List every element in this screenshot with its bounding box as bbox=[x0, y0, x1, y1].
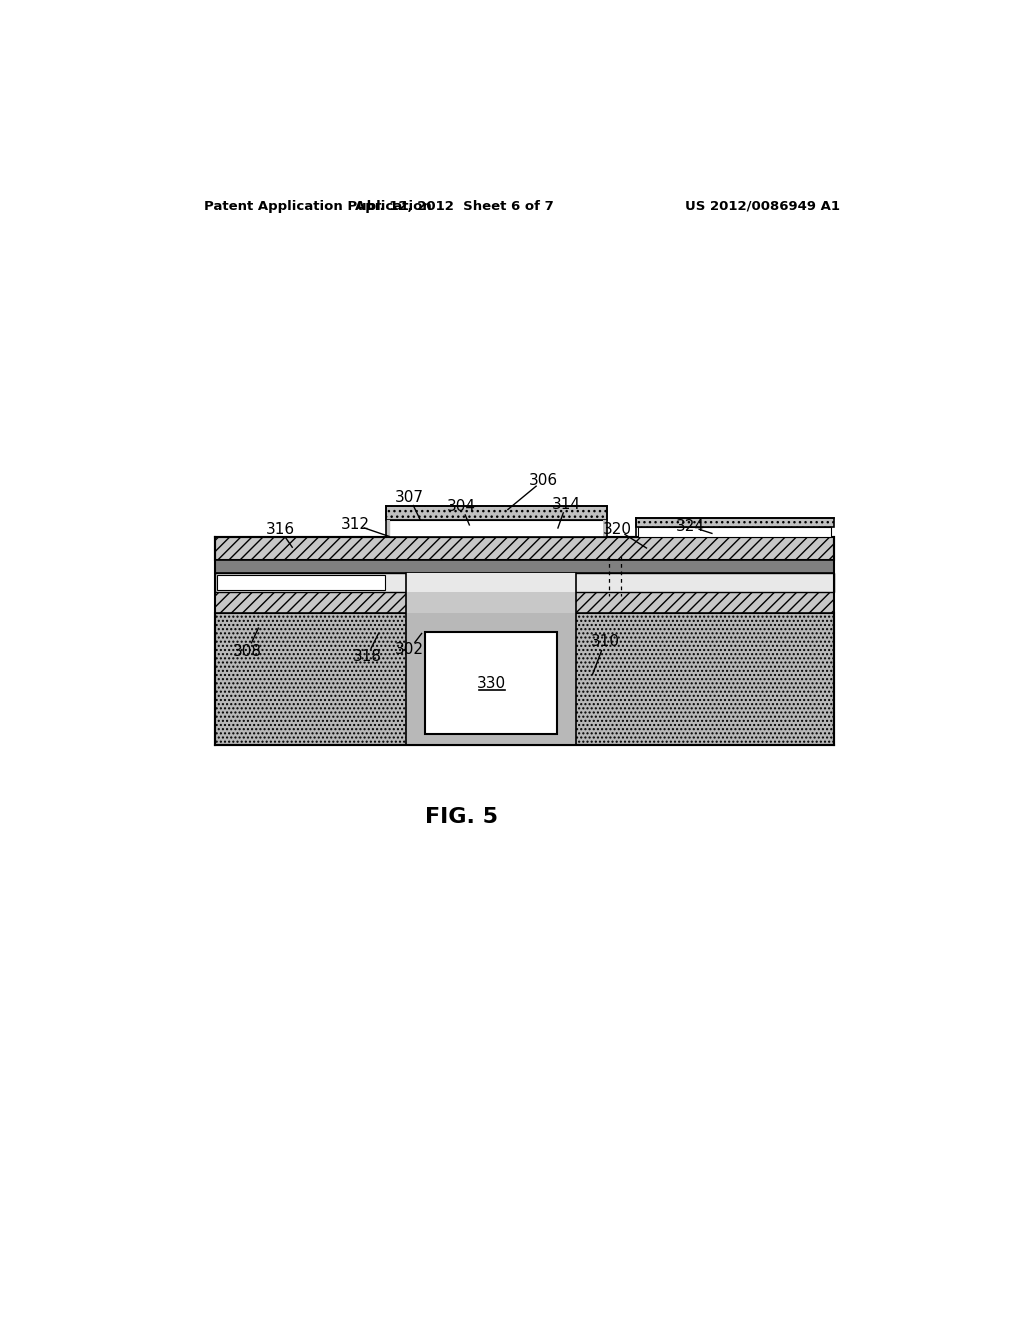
Bar bbox=[407, 591, 575, 614]
Bar bbox=[386, 507, 607, 520]
Text: 320: 320 bbox=[603, 521, 632, 537]
Bar bbox=[215, 591, 834, 614]
Text: 324: 324 bbox=[676, 519, 705, 535]
Text: Patent Application Publication: Patent Application Publication bbox=[204, 199, 431, 213]
Bar bbox=[636, 517, 834, 527]
Bar bbox=[215, 614, 834, 744]
Text: 302: 302 bbox=[395, 642, 424, 657]
Bar bbox=[215, 560, 834, 573]
Bar bbox=[215, 573, 834, 591]
Bar bbox=[603, 520, 607, 537]
Bar bbox=[217, 576, 385, 590]
Bar bbox=[407, 573, 575, 591]
Text: 312: 312 bbox=[341, 517, 370, 532]
Bar bbox=[407, 573, 575, 744]
Text: 316: 316 bbox=[265, 521, 295, 537]
Text: 307: 307 bbox=[395, 490, 424, 504]
Bar bbox=[386, 520, 390, 537]
Text: 314: 314 bbox=[552, 496, 581, 512]
Bar bbox=[389, 520, 604, 537]
Text: 306: 306 bbox=[528, 473, 558, 488]
Text: 318: 318 bbox=[352, 649, 382, 664]
Bar bbox=[638, 527, 831, 537]
Bar bbox=[425, 632, 557, 734]
Text: FIG. 5: FIG. 5 bbox=[425, 807, 498, 826]
Text: US 2012/0086949 A1: US 2012/0086949 A1 bbox=[685, 199, 840, 213]
Text: 308: 308 bbox=[233, 644, 262, 659]
Text: 304: 304 bbox=[447, 499, 476, 513]
Text: Apr. 12, 2012  Sheet 6 of 7: Apr. 12, 2012 Sheet 6 of 7 bbox=[354, 199, 553, 213]
Bar bbox=[407, 614, 575, 744]
Text: 330: 330 bbox=[476, 676, 506, 692]
Bar bbox=[215, 537, 834, 560]
Text: 310: 310 bbox=[591, 635, 620, 649]
